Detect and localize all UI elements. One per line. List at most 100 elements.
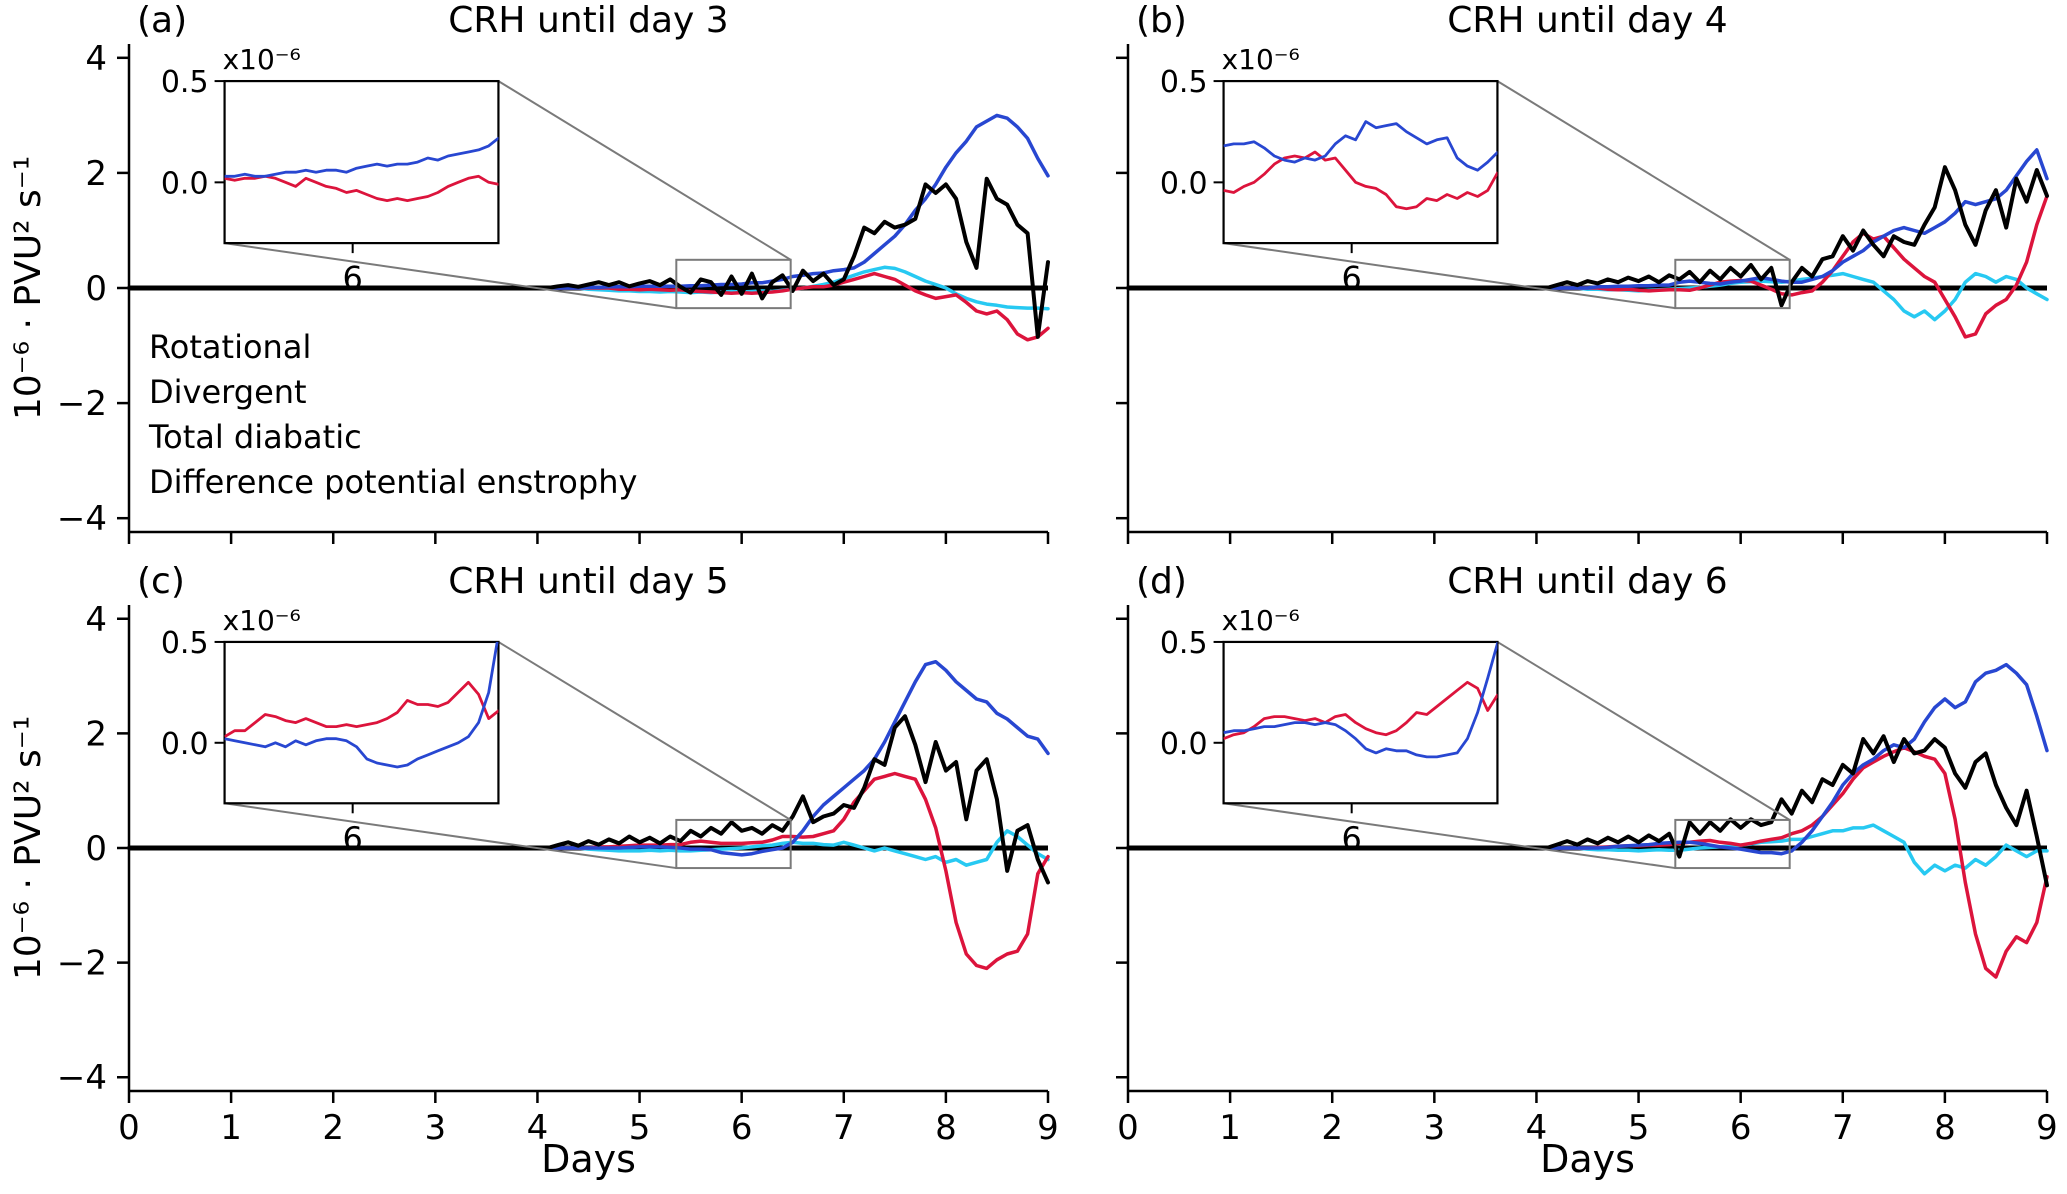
inset-y-tick-label: 0.0	[161, 727, 209, 762]
panel-letter: (b)	[1136, 0, 1187, 41]
x-tick-label: 3	[1424, 1108, 1446, 1148]
x-tick-label: 8	[1934, 1108, 1956, 1148]
inset-axes: 0.5 0.0 6 x10⁻⁶	[161, 43, 500, 297]
inset-axes: 0.5 0.0 6 x10⁻⁶	[1160, 43, 1499, 297]
inset-y-tick-label: 0.5	[1160, 65, 1208, 100]
x-tick-label: 1	[1219, 1108, 1241, 1148]
panel-letter: (a)	[137, 0, 187, 41]
y-tick-label: −4	[57, 499, 107, 539]
x-tick-label: 6	[731, 1108, 753, 1148]
legend: Rotational Divergent Total diabatic Differe…	[148, 328, 637, 501]
x-tick-label: 5	[1628, 1108, 1650, 1148]
inset-frame	[223, 79, 500, 245]
inset-y-tick-label: 0.5	[1160, 626, 1208, 661]
inset-y-tick-label: 0.0	[161, 166, 209, 201]
inset-y-tick-label: 0.0	[1160, 166, 1208, 201]
inset-connector-top	[497, 80, 792, 261]
zoom-region-box	[675, 258, 792, 310]
y-tick-label: 4	[85, 39, 107, 79]
x-axis-label: Days	[541, 1137, 636, 1181]
x-tick-label: 0	[1117, 1108, 1139, 1148]
inset-frame	[223, 640, 500, 805]
panel-title: CRH until day 4	[1447, 0, 1727, 41]
x-tick-label: 5	[629, 1108, 651, 1148]
x-tick-label: 2	[1321, 1108, 1343, 1148]
zoom-region-box	[1674, 258, 1791, 310]
inset-x-tick-label: 6	[342, 259, 362, 297]
zoom-region-box	[675, 818, 792, 870]
y-tick-label: −2	[57, 384, 107, 424]
inset-series-rotational-line	[1223, 641, 1498, 759]
panel-b: CRH until day 4 (b) 0.5 0.0 6 x10⁻⁶	[1116, 0, 2049, 544]
inset-frame	[1222, 79, 1499, 245]
panel-letter: (d)	[1136, 561, 1187, 602]
panel-d: 0 1 2 3 4 5 6 7 8 9 CRH until day 6 (d) Days 0.5 0.0 6 x…	[1116, 561, 2058, 1181]
y-tick-label: 0	[85, 269, 107, 309]
inset-y-tick-label: 0.5	[161, 65, 209, 100]
x-tick-label: 1	[220, 1108, 242, 1148]
series-difference-line	[1126, 165, 2049, 308]
y-tick-label: −2	[57, 944, 107, 984]
inset-series-divergent-line	[1223, 680, 1498, 741]
inset-series-divergent-line	[1223, 150, 1498, 211]
inset-frame	[1222, 640, 1499, 805]
inset-scale-label: x10⁻⁶	[223, 604, 301, 637]
inset-connector-bottom	[224, 802, 677, 870]
y-axis-label: 10⁻⁶ · PVU² s⁻¹	[8, 716, 49, 980]
panel-title: CRH until day 6	[1447, 561, 1727, 602]
x-tick-label: 6	[1730, 1108, 1752, 1148]
y-axis-label: 10⁻⁶ · PVU² s⁻¹	[8, 156, 49, 420]
legend-item-divergent: Divergent	[149, 373, 307, 411]
panel-letter: (c)	[137, 561, 185, 602]
x-tick-label: 4	[1526, 1108, 1548, 1148]
legend-item-total_diabatic: Total diabatic	[148, 418, 362, 456]
inset-scale-label: x10⁻⁶	[1222, 604, 1300, 637]
inset-series-rotational-line	[224, 641, 499, 769]
inset-scale-label: x10⁻⁶	[1222, 43, 1300, 76]
series-difference-line	[127, 176, 1050, 339]
legend-item-difference: Difference potential enstrophy	[149, 463, 637, 501]
zoom-region-box	[1674, 818, 1791, 870]
inset-connector-bottom	[1223, 242, 1676, 310]
inset-connector-bottom	[1223, 802, 1676, 870]
x-tick-label: 8	[935, 1108, 957, 1148]
inset-x-tick-label: 6	[1341, 819, 1361, 857]
series-difference-line	[1126, 734, 2049, 888]
inset-x-tick-label: 6	[342, 819, 362, 857]
legend-item-rotational: Rotational	[149, 328, 311, 366]
panel-title: CRH until day 5	[448, 561, 728, 602]
x-tick-label: 7	[1832, 1108, 1854, 1148]
x-tick-label: 9	[2036, 1108, 2058, 1148]
y-tick-label: −4	[57, 1058, 107, 1098]
inset-axes: 0.5 0.0 6 x10⁻⁶	[161, 604, 500, 857]
inset-connector-top	[497, 641, 792, 821]
y-tick-label: 0	[85, 829, 107, 869]
inset-connector-top	[1496, 641, 1791, 821]
y-tick-label: 4	[85, 600, 107, 640]
x-axis-label: Days	[1540, 1137, 1635, 1181]
x-tick-label: 9	[1037, 1108, 1059, 1148]
inset-x-tick-label: 6	[1341, 259, 1361, 297]
inset-y-tick-label: 0.0	[1160, 727, 1208, 762]
x-tick-label: 3	[425, 1108, 447, 1148]
inset-scale-label: x10⁻⁶	[223, 43, 301, 76]
inset-series-divergent-line	[224, 174, 499, 202]
x-tick-label: 2	[322, 1108, 344, 1148]
inset-connector-bottom	[224, 242, 677, 310]
x-tick-label: 7	[833, 1108, 855, 1148]
x-tick-label: 0	[118, 1108, 140, 1148]
inset-series-divergent-line	[224, 680, 499, 738]
x-tick-label: 4	[527, 1108, 549, 1148]
panel-a: 4 2 0 −2 −4 CRH until day 3 (a) 10⁻⁶ · PVU² s⁻¹…	[8, 0, 1050, 544]
inset-axes: 0.5 0.0 6 x10⁻⁶	[1160, 604, 1499, 857]
inset-series-rotational-line	[1223, 120, 1498, 172]
series-difference-line	[127, 714, 1050, 885]
inset-y-tick-label: 0.5	[161, 626, 209, 661]
y-tick-label: 2	[85, 154, 107, 194]
panel-title: CRH until day 3	[448, 0, 728, 41]
inset-connector-top	[1496, 80, 1791, 261]
y-tick-label: 2	[85, 714, 107, 754]
inset-series-rotational-line	[224, 136, 499, 178]
